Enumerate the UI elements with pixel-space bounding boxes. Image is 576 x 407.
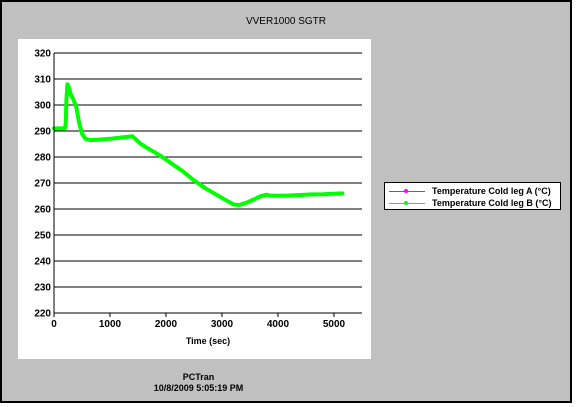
data-point-b (74, 106, 78, 110)
data-point-b (65, 82, 70, 86)
footer: PCTran 10/8/2009 5:05:19 PM (2, 372, 395, 394)
data-point-b (77, 121, 81, 125)
y-tick-label: 290 (34, 127, 51, 138)
data-point-b (60, 126, 64, 130)
axes (53, 53, 362, 317)
data-point-b (287, 193, 291, 198)
y-tick-label: 300 (34, 101, 51, 112)
legend-label-b: Temperature Cold leg B (°C) (432, 198, 552, 208)
data-point-b (119, 135, 123, 140)
data-point-b (192, 178, 196, 182)
data-point-b (237, 203, 241, 207)
timestamp: 10/8/2009 5:05:19 PM (153, 383, 244, 393)
y-tick-label: 310 (34, 75, 51, 86)
app-name: PCTran (182, 372, 215, 382)
data-point-b (226, 199, 230, 203)
series-line-a (53, 83, 344, 206)
data-point-b (332, 192, 336, 196)
chart-title: VVER1000 SGTR (245, 16, 327, 27)
data-point-b (214, 193, 218, 197)
y-tick-label: 320 (34, 49, 51, 60)
data-point-b (88, 138, 92, 142)
data-point-b (203, 186, 207, 190)
chart-svg: 220 230 240 250 260 270 280 290 300 310 320 0 1000 20… (34, 49, 362, 346)
data-point-b (245, 200, 249, 205)
x-tick-label: 0 (51, 319, 57, 330)
legend: Temperature Cold leg A (°C) Temperature … (384, 182, 561, 210)
y-tick-label: 250 (34, 231, 51, 242)
x-tick-label: 2000 (155, 319, 178, 330)
tick-labels: 220 230 240 250 260 270 280 290 300 310 320 0 1000 20… (34, 49, 345, 331)
grid-lines (54, 52, 362, 314)
data-point-b (259, 194, 263, 198)
data-point-b (130, 134, 134, 138)
data-point-b (170, 161, 174, 166)
series-layer (52, 82, 345, 208)
x-tick-label: 1000 (99, 319, 122, 330)
data-point-b (181, 169, 185, 173)
data-point-b (108, 137, 112, 141)
data-point-b (83, 137, 87, 141)
data-point-b (97, 137, 101, 142)
legend-item-series-a: Temperature Cold leg A (°C) (385, 185, 560, 197)
y-tick-label: 240 (34, 257, 51, 268)
data-point-b (310, 192, 314, 197)
y-tick-label: 280 (34, 153, 51, 164)
data-point-b (321, 192, 325, 196)
plot-panel: 220 230 240 250 260 270 280 290 300 310 320 0 1000 20… (18, 39, 371, 359)
data-point-b (265, 193, 269, 197)
x-axis-title: Time (sec) (186, 336, 230, 346)
y-tick-label: 230 (34, 283, 51, 294)
y-tick-label: 270 (34, 179, 51, 190)
legend-label-a: Temperature Cold leg A (°C) (432, 186, 551, 196)
data-point-b (158, 154, 162, 158)
data-point-b (231, 202, 235, 206)
data-point-b (64, 98, 69, 102)
data-point-b (64, 121, 68, 125)
data-point-b (80, 132, 84, 136)
data-point-b (67, 85, 71, 89)
data-point-b (276, 194, 280, 198)
legend-marker-b (404, 201, 408, 205)
data-point-b (133, 137, 137, 141)
x-tick-label: 5000 (323, 319, 346, 330)
data-point-b (69, 93, 73, 97)
y-tick-label: 260 (34, 205, 51, 216)
data-point-b (139, 142, 143, 146)
data-point-b (298, 193, 302, 197)
data-point-b (147, 147, 151, 151)
data-point-b (72, 98, 76, 102)
data-point-b (254, 197, 258, 201)
data-point-b (268, 193, 272, 198)
y-tick-label: 220 (34, 309, 51, 320)
legend-marker-a (404, 189, 408, 193)
legend-item-series-b: Temperature Cold leg B (°C) (385, 197, 560, 209)
data-point-b (340, 191, 344, 195)
x-tick-label: 4000 (267, 319, 290, 330)
x-tick-label: 3000 (211, 319, 234, 330)
data-point-b (63, 126, 67, 130)
series-line-b (52, 82, 345, 208)
